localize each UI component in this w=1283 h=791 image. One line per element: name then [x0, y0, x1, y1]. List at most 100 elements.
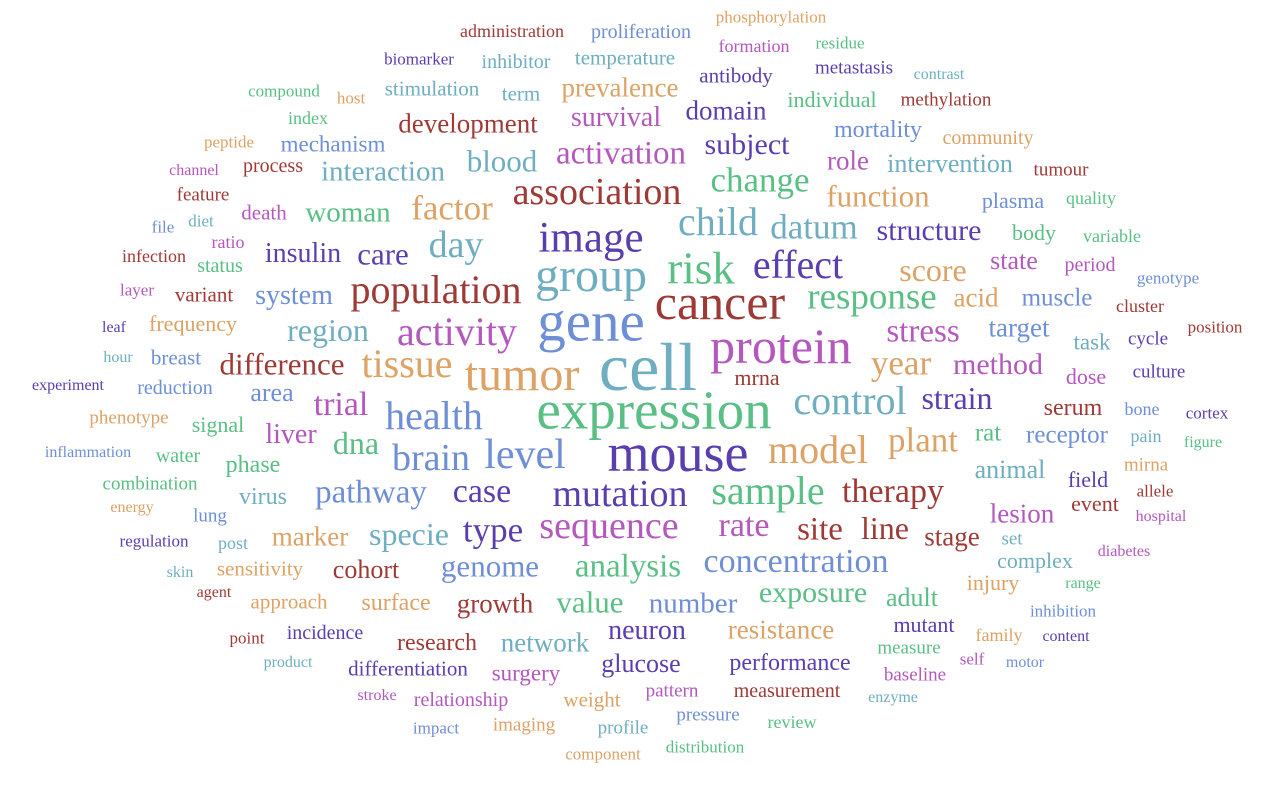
word-datum: datum	[770, 207, 858, 247]
word-neuron: neuron	[608, 615, 686, 646]
word-status: status	[197, 255, 243, 277]
word-distribution: distribution	[665, 737, 745, 757]
word-region: region	[287, 312, 369, 348]
word-field: field	[1067, 467, 1109, 492]
word-resistance: resistance	[727, 614, 835, 645]
word-pressure: pressure	[676, 704, 740, 726]
word-measure: measure	[877, 637, 941, 659]
word-injury: injury	[966, 570, 1020, 595]
word-response: response	[807, 276, 937, 318]
word-compound: compound	[248, 81, 320, 101]
word-measurement: measurement	[733, 680, 841, 702]
word-figure: figure	[1183, 434, 1223, 451]
word-gene: gene	[537, 290, 645, 354]
word-stimulation: stimulation	[384, 76, 480, 101]
word-score: score	[899, 252, 967, 288]
word-body: body	[1012, 220, 1056, 245]
word-approach: approach	[250, 589, 328, 614]
word-acid: acid	[953, 282, 999, 313]
word-contrast: contrast	[913, 66, 965, 83]
word-strain: strain	[921, 380, 993, 416]
word-infection: infection	[122, 246, 186, 266]
word-frequency: frequency	[149, 311, 237, 336]
word-control: control	[793, 378, 907, 423]
word-protein: protein	[710, 318, 852, 374]
word-survival: survival	[570, 102, 662, 133]
word-dna: dna	[332, 425, 380, 461]
word-inhibition: inhibition	[1029, 601, 1097, 621]
word-phosphorylation: phosphorylation	[715, 7, 827, 27]
word-profile: profile	[597, 717, 649, 739]
word-surface: surface	[361, 590, 431, 616]
word-sequence: sequence	[539, 505, 679, 547]
word-antibody: antibody	[699, 63, 773, 88]
word-day: day	[428, 224, 484, 266]
word-tissue: tissue	[361, 341, 453, 386]
word-imaging: imaging	[492, 714, 556, 736]
word-genotype: genotype	[1136, 268, 1200, 288]
word-mutation: mutation	[552, 473, 688, 515]
word-mirna: mirna	[1123, 454, 1169, 476]
word-child: child	[678, 199, 758, 244]
word-cycle: cycle	[1127, 328, 1169, 350]
word-marker: marker	[271, 521, 349, 552]
word-performance: performance	[729, 650, 851, 676]
word-set: set	[1001, 528, 1023, 550]
word-skin: skin	[166, 564, 194, 581]
word-temperature: temperature	[574, 45, 676, 70]
word-phenotype: phenotype	[89, 407, 169, 429]
word-exposure: exposure	[758, 576, 868, 609]
word-association: association	[512, 171, 682, 213]
word-diabetes: diabetes	[1097, 543, 1151, 560]
word-rat: rat	[974, 419, 1002, 447]
word-event: event	[1071, 491, 1119, 516]
word-regulation: regulation	[119, 531, 189, 551]
word-point: point	[229, 628, 265, 648]
word-product: product	[263, 654, 313, 671]
word-cancer: cancer	[654, 274, 786, 330]
word-intervention: intervention	[887, 149, 1013, 178]
word-mutant: mutant	[893, 612, 955, 637]
word-review: review	[767, 712, 817, 732]
word-method: method	[953, 348, 1043, 381]
word-virus: virus	[239, 484, 287, 510]
word-lung: lung	[193, 505, 227, 527]
word-culture: culture	[1132, 361, 1186, 383]
word-receptor: receptor	[1026, 421, 1108, 449]
word-lesion: lesion	[989, 498, 1055, 529]
word-component: component	[565, 744, 641, 764]
word-administration: administration	[460, 21, 564, 41]
word-subject: subject	[704, 128, 790, 161]
word-methylation: methylation	[900, 89, 992, 111]
word-leaf: leaf	[102, 319, 126, 336]
word-cluster: cluster	[1116, 296, 1164, 316]
word-community: community	[942, 127, 1034, 149]
word-growth: growth	[456, 588, 534, 619]
word-process: process	[243, 155, 303, 177]
word-plasma: plasma	[981, 188, 1045, 213]
word-level: level	[484, 432, 566, 478]
word-phase: phase	[225, 452, 281, 478]
word-prevalence: prevalence	[561, 72, 679, 103]
word-system: system	[255, 280, 333, 311]
word-effect: effect	[752, 242, 844, 287]
word-type: type	[462, 510, 524, 550]
word-hour: hour	[103, 349, 133, 366]
word-adult: adult	[886, 583, 938, 612]
word-insulin: insulin	[264, 238, 342, 269]
word-ratio: ratio	[211, 232, 245, 252]
word-mortality: mortality	[834, 117, 922, 143]
word-quality: quality	[1066, 188, 1116, 208]
word-residue: residue	[815, 33, 865, 53]
word-differentiation: differentiation	[348, 656, 468, 681]
word-combination: combination	[102, 473, 198, 495]
word-function: function	[826, 178, 930, 214]
word-signal: signal	[191, 412, 245, 437]
word-state: state	[990, 246, 1038, 275]
word-glucose: glucose	[601, 649, 681, 678]
word-target: target	[988, 312, 1050, 343]
word-year: year	[870, 343, 932, 383]
word-care: care	[357, 236, 409, 272]
word-experiment: experiment	[32, 377, 104, 394]
word-individual: individual	[787, 87, 877, 112]
